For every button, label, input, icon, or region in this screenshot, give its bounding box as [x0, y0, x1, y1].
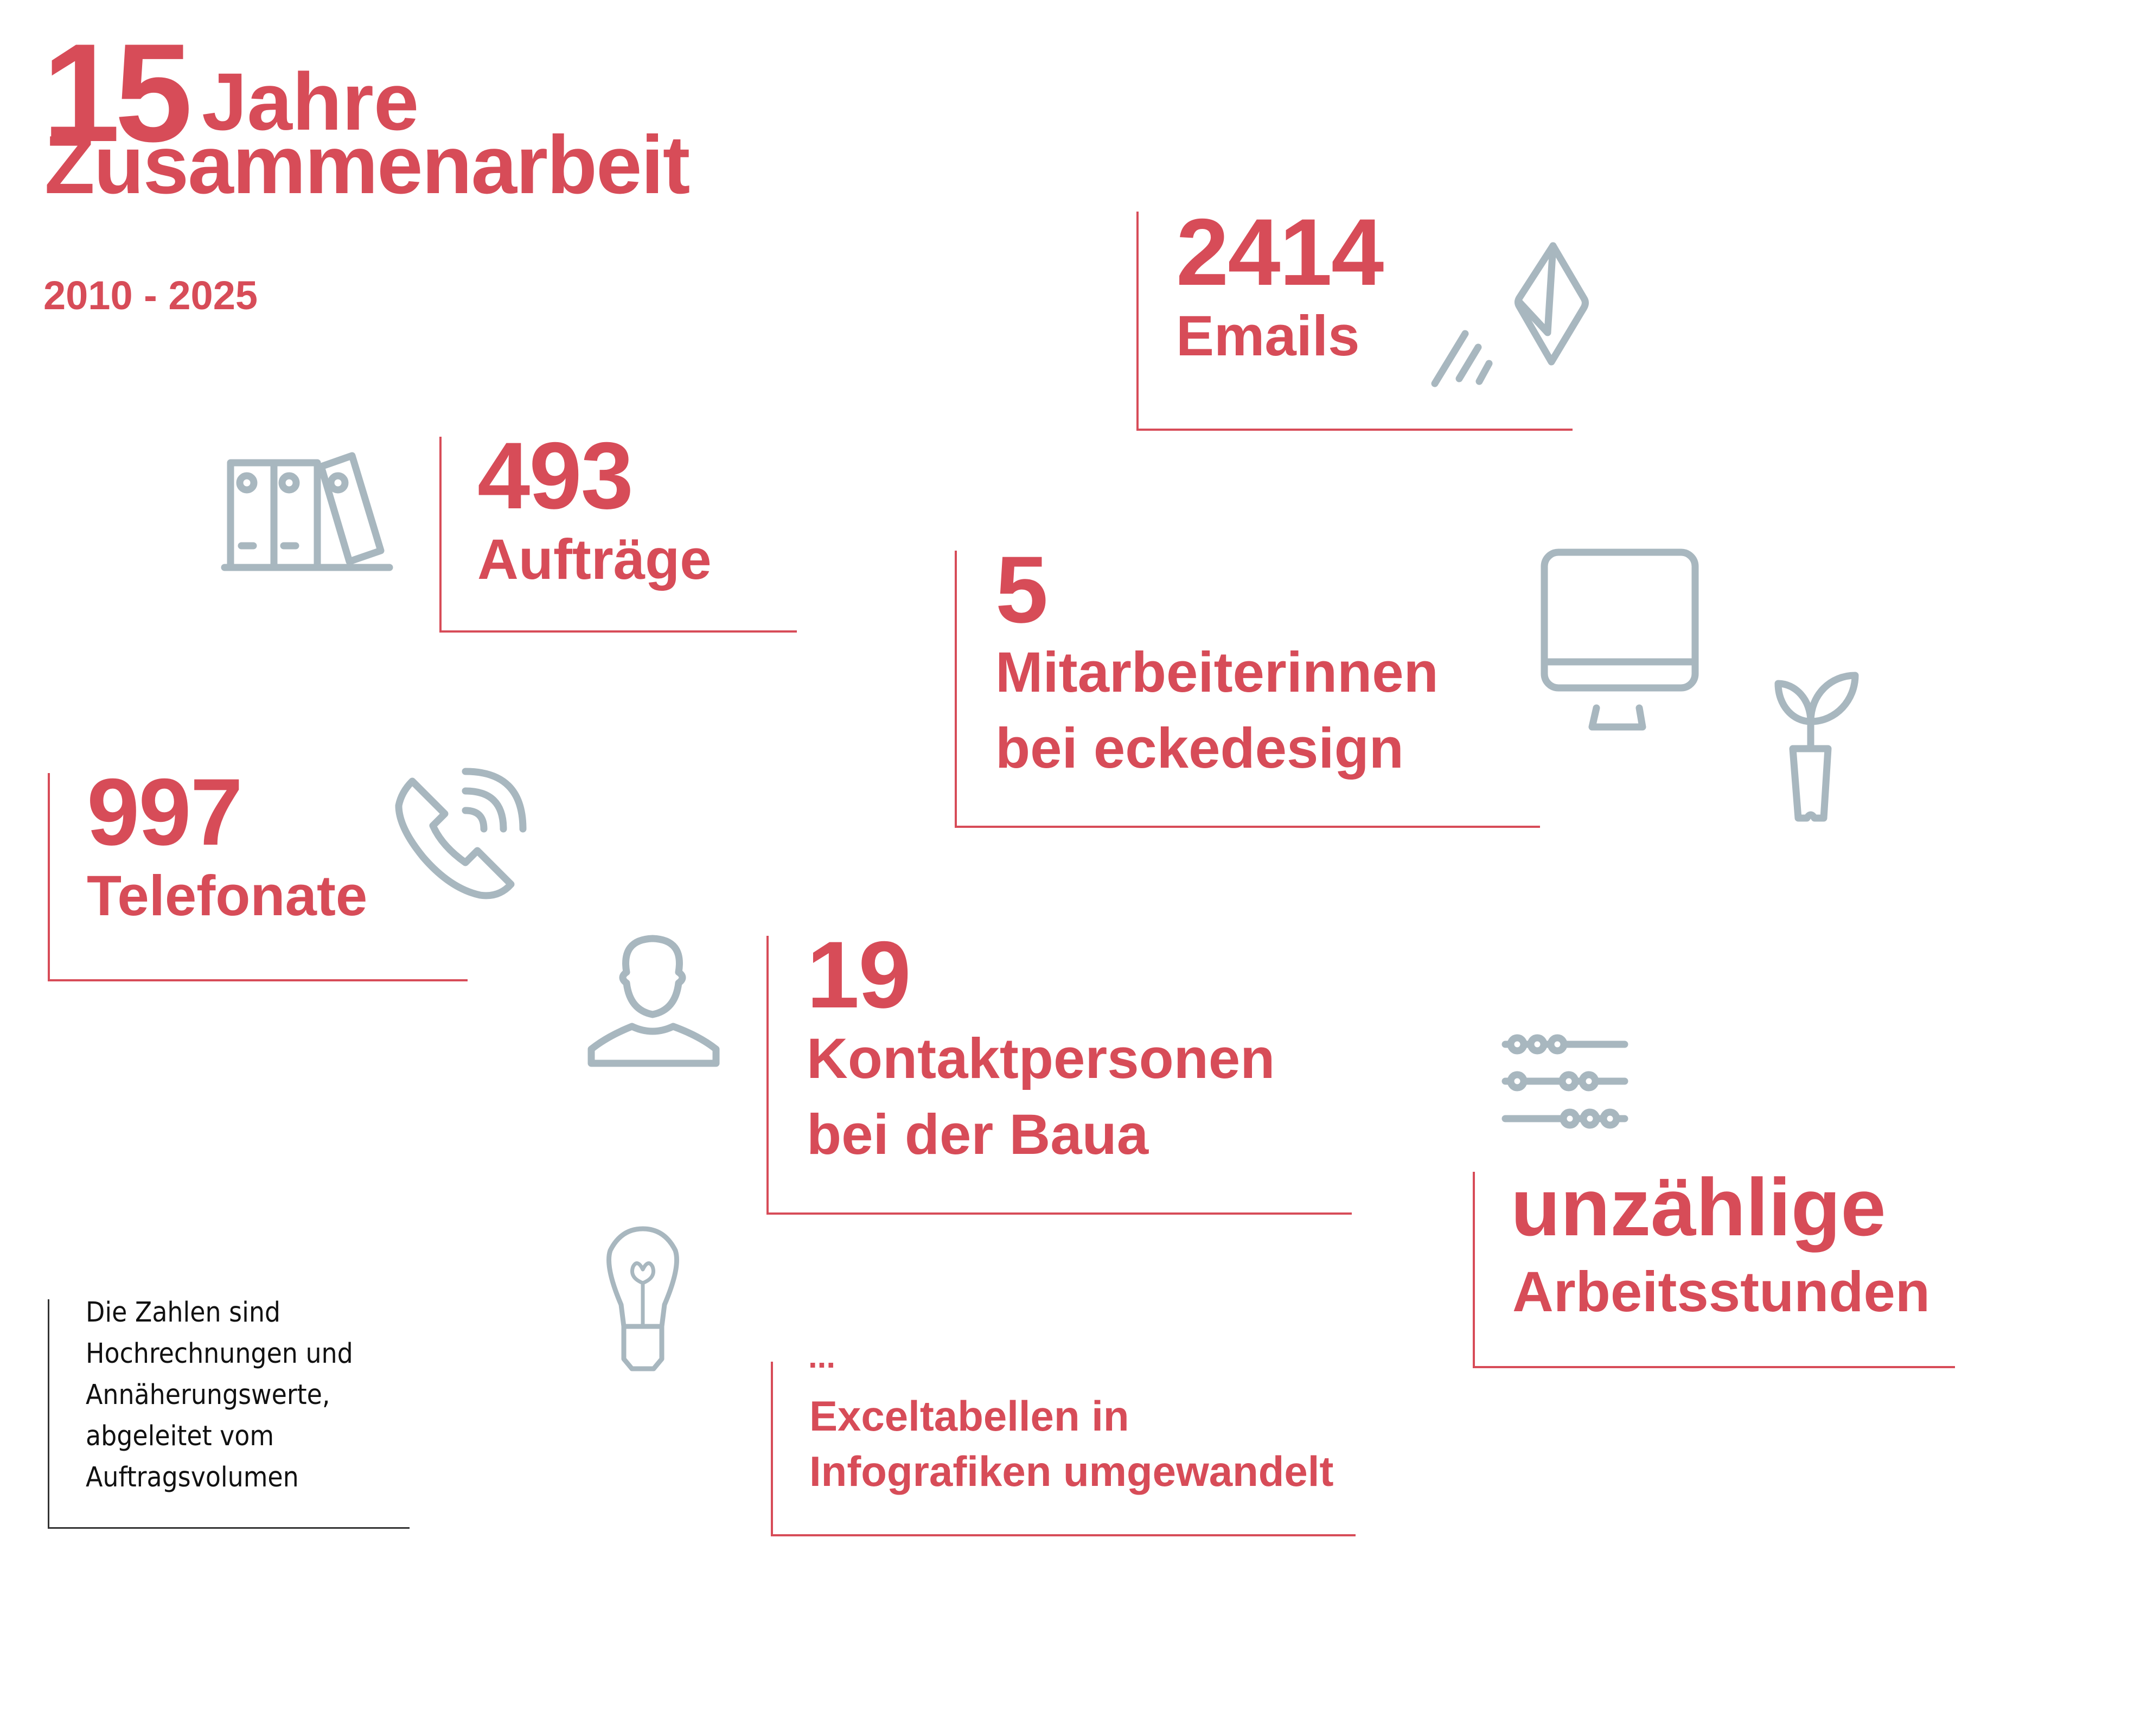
footnote-line: Annäherungswerte,	[86, 1379, 330, 1411]
stat-value: 5	[995, 537, 1048, 643]
lightbulb-icon	[599, 1226, 686, 1381]
stat-label-line2: bei der Baua	[807, 1103, 1149, 1166]
stat-label: Aufträge	[477, 528, 712, 591]
frame-emails	[1136, 212, 1573, 431]
stat-value: 19	[807, 922, 911, 1028]
stat-label-line1: Mitarbeiterinnen	[995, 641, 1439, 704]
title-line2: Zusammenarbeit	[44, 119, 690, 211]
monitor-icon	[1538, 542, 1701, 743]
phone-ringing-icon	[391, 760, 537, 903]
stat-label-line1: Exceltabellen in	[809, 1392, 1129, 1440]
frame-telefonate	[48, 773, 468, 981]
stat-value: 997	[87, 760, 243, 865]
frame-kontaktpersonen	[766, 936, 1352, 1215]
stat-label-line2: Infografiken umgewandelt	[809, 1447, 1334, 1495]
frame-exceltabellen	[771, 1362, 1356, 1536]
envelope-sending-icon	[1418, 241, 1592, 388]
stat-label-line1: Kontaktpersonen	[807, 1027, 1275, 1090]
person-icon	[583, 929, 724, 1073]
period: 2010 - 2025	[43, 273, 258, 318]
binders-icon	[221, 452, 393, 578]
years-number: 15	[42, 14, 193, 171]
abacus-icon	[1501, 1028, 1633, 1129]
footnote-line: Hochrechnungen und	[86, 1338, 353, 1370]
stat-value: unzählige	[1511, 1161, 1886, 1253]
frame-arbeitsstunden	[1473, 1172, 1955, 1368]
frame-auftraege	[439, 437, 797, 633]
title-line1: Jahre	[202, 56, 419, 147]
plant-icon	[1774, 672, 1869, 830]
stat-label: Telefonate	[87, 864, 368, 928]
footnote-line: abgeleitet vom	[86, 1420, 274, 1452]
stat-label-line2: bei eckedesign	[995, 717, 1404, 780]
footnote-line: Die Zahlen sind	[86, 1297, 281, 1329]
stat-label: Arbeitsstunden	[1512, 1260, 1931, 1324]
stat-value: 493	[477, 423, 634, 529]
stat-label: Emails	[1176, 304, 1360, 368]
footnote-line: Auftragsvolumen	[86, 1461, 299, 1494]
stat-value: 2414	[1176, 200, 1384, 305]
frame-mitarbeiterinnen	[955, 551, 1540, 828]
stat-value: ...	[808, 1338, 836, 1375]
frame-footnote	[48, 1299, 410, 1529]
